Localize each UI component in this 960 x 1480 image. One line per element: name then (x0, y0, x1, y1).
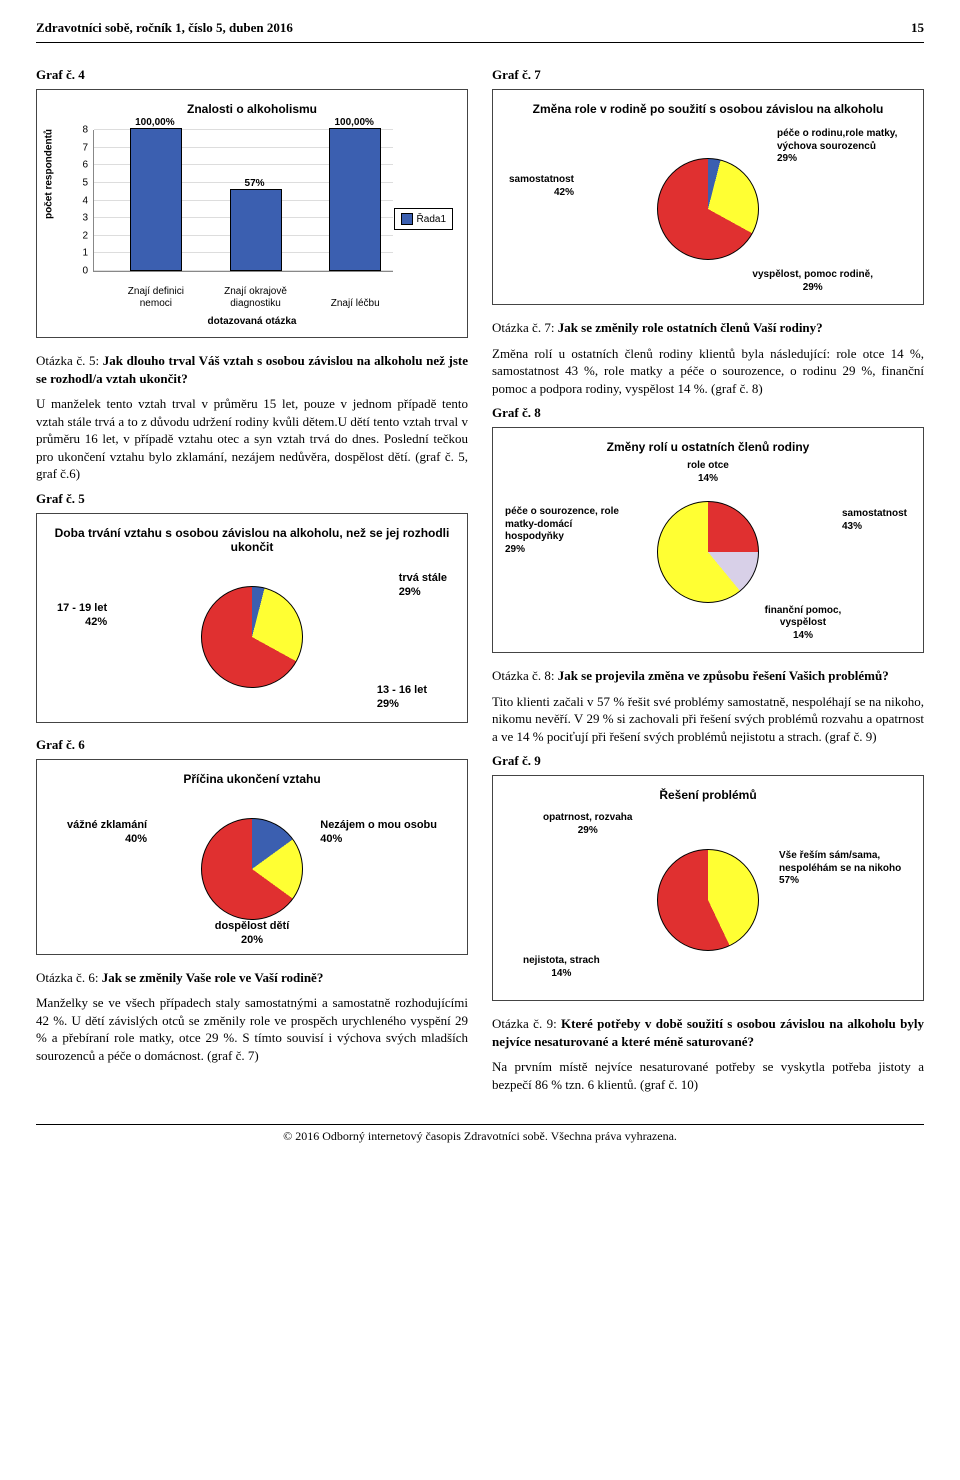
graf7-pie-wrap: péče o rodinu,role matky, výchova souroz… (503, 124, 913, 294)
graf6-label-0: Nezájem o mou osobu40% (320, 819, 437, 847)
graf9-label-2: nejistota, strach14% (523, 955, 600, 980)
bar (130, 128, 182, 271)
graf5-pie (201, 586, 303, 688)
graf6-chart: Příčina ukončení vztahu Nezájem o mou os… (36, 759, 468, 955)
graf9-title: Řešení problémů (503, 788, 913, 802)
legend: Řada1 (394, 208, 453, 230)
graf5-chart: Doba trvání vztahu s osobou závislou na … (36, 513, 468, 723)
graf9-pie-wrap: opatrnost, rozvaha29% Vše řeším sám/sama… (503, 810, 913, 990)
q9-body: Na prvním místě nejvíce nesaturované pot… (492, 1058, 924, 1093)
y-tick: 0 (48, 266, 88, 277)
graf9-label-0: opatrnost, rozvaha29% (543, 812, 632, 837)
graf7-heading: Graf č. 7 (492, 67, 924, 83)
graf8-chart: Změny rolí u ostatních členů rodiny role… (492, 427, 924, 653)
graf7-title: Změna role v rodině po soužití s osobou … (503, 102, 913, 116)
right-column: Graf č. 7 Změna role v rodině po soužití… (492, 59, 924, 1102)
q8-lead: Otázka č. 8: (492, 668, 558, 683)
q7-bold: Jak se změnily role ostatních členů Vaší… (558, 320, 823, 335)
left-column: Graf č. 4 Znalosti o alkoholismu počet r… (36, 59, 468, 1102)
graf6-label-2: vážné zklamání40% (67, 819, 147, 847)
bar-value: 57% (225, 178, 285, 189)
graf9-label-1: Vše řeším sám/sama, nespoléhám se na nik… (779, 850, 909, 888)
otazka6: Otázka č. 6: Jak se změnily Vaše role ve… (36, 969, 468, 987)
graf4-title: Znalosti o alkoholismu (47, 102, 457, 116)
bar (329, 128, 381, 271)
otazka7: Otázka č. 7: Jak se změnily role ostatní… (492, 319, 924, 337)
y-tick: 2 (48, 230, 88, 241)
graf8-heading: Graf č. 8 (492, 405, 924, 421)
bar-xlabel: dotazovaná otázka (47, 316, 457, 327)
graf9-heading: Graf č. 9 (492, 753, 924, 769)
q6-bold: Jak se změnily Vaše role ve Vaší rodině? (102, 970, 324, 985)
graf7-chart: Změna role v rodině po soužití s osobou … (492, 89, 924, 305)
graf8-label-3: péče o sourozence, role matky-domácí hos… (505, 506, 625, 556)
graf8-title: Změny rolí u ostatních členů rodiny (503, 440, 913, 454)
y-tick: 6 (48, 160, 88, 171)
graf5-label-2: 17 - 19 let42% (57, 602, 107, 630)
q5-lead: Otázka č. 5: (36, 353, 103, 368)
graf7-label-0: péče o rodinu,role matky, výchova souroz… (777, 128, 907, 166)
y-tick: 8 (48, 125, 88, 136)
graf5-title: Doba trvání vztahu s osobou závislou na … (47, 526, 457, 554)
x-category: Znají definici nemoci (116, 286, 196, 309)
graf8-label-1: samostatnost43% (842, 508, 907, 533)
graf8-label-2: finanční pomoc, vyspělost14% (753, 605, 853, 643)
x-category: Znají okrajově diagnostiku (216, 286, 296, 309)
graf4-chart: Znalosti o alkoholismu počet respondentů… (36, 89, 468, 338)
graf6-label-1: dospělost dětí20% (215, 920, 290, 948)
bar-value: 100,00% (324, 117, 384, 128)
graf6-heading: Graf č. 6 (36, 737, 468, 753)
y-tick: 4 (48, 195, 88, 206)
graf5-label-0: trvá stále29% (399, 572, 447, 600)
y-tick: 1 (48, 248, 88, 259)
bar (230, 189, 282, 271)
graf7-pie (657, 158, 759, 260)
graf8-pie (657, 501, 759, 603)
legend-swatch (401, 213, 413, 225)
graf8-label-0: role otce14% (687, 460, 729, 485)
graf4-heading: Graf č. 4 (36, 67, 468, 83)
x-category: Znají léčbu (315, 298, 395, 310)
otazka8: Otázka č. 8: Jak se projevila změna ve z… (492, 667, 924, 685)
graf6-title: Příčina ukončení vztahu (47, 772, 457, 786)
page-header: Zdravotníci sobě, ročník 1, číslo 5, dub… (36, 20, 924, 43)
q9-lead: Otázka č. 9: (492, 1016, 561, 1031)
page-number: 15 (911, 20, 924, 36)
graf9-chart: Řešení problémů opatrnost, rozvaha29% Vš… (492, 775, 924, 1001)
q6-body: Manželky se ve všech případech staly sam… (36, 994, 468, 1064)
graf6-pie (201, 818, 303, 920)
graf5-pie-wrap: trvá stále29% 13 - 16 let29% 17 - 19 let… (47, 562, 457, 712)
graf7-label-2: samostatnost42% (509, 174, 574, 199)
graf5-label-1: 13 - 16 let29% (377, 684, 427, 712)
otazka9: Otázka č. 9: Které potřeby v době soužit… (492, 1015, 924, 1050)
q7-lead: Otázka č. 7: (492, 320, 558, 335)
q5-body: U manželek tento vztah trval v průměru 1… (36, 395, 468, 483)
y-tick: 3 (48, 213, 88, 224)
journal-name: Zdravotníci sobě, ročník 1, číslo 5, dub… (36, 20, 293, 36)
graf8-pie-wrap: role otce14% samostatnost43% finanční po… (503, 462, 913, 642)
otazka5: Otázka č. 5: Jak dlouho trval Váš vztah … (36, 352, 468, 387)
graf5-heading: Graf č. 5 (36, 491, 468, 507)
page-footer: © 2016 Odborný internetový časopis Zdrav… (36, 1124, 924, 1144)
legend-label: Řada1 (417, 214, 446, 225)
q8-bold: Jak se projevila změna ve způsobu řešení… (558, 668, 889, 683)
bar-value: 100,00% (125, 117, 185, 128)
q8-body: Tito klienti začali v 57 % řešit své pro… (492, 693, 924, 746)
y-tick: 7 (48, 142, 88, 153)
y-tick: 5 (48, 177, 88, 188)
graf9-pie (657, 849, 759, 951)
q7-body: Změna rolí u ostatních členů rodiny klie… (492, 345, 924, 398)
q6-lead: Otázka č. 6: (36, 970, 102, 985)
graf6-pie-wrap: Nezájem o mou osobu40% dospělost dětí20%… (47, 794, 457, 944)
graf7-label-1: vyspělost, pomoc rodině,29% (752, 269, 873, 294)
bar-chart-area: počet respondentů 012345678100,00%Znají … (47, 124, 457, 314)
